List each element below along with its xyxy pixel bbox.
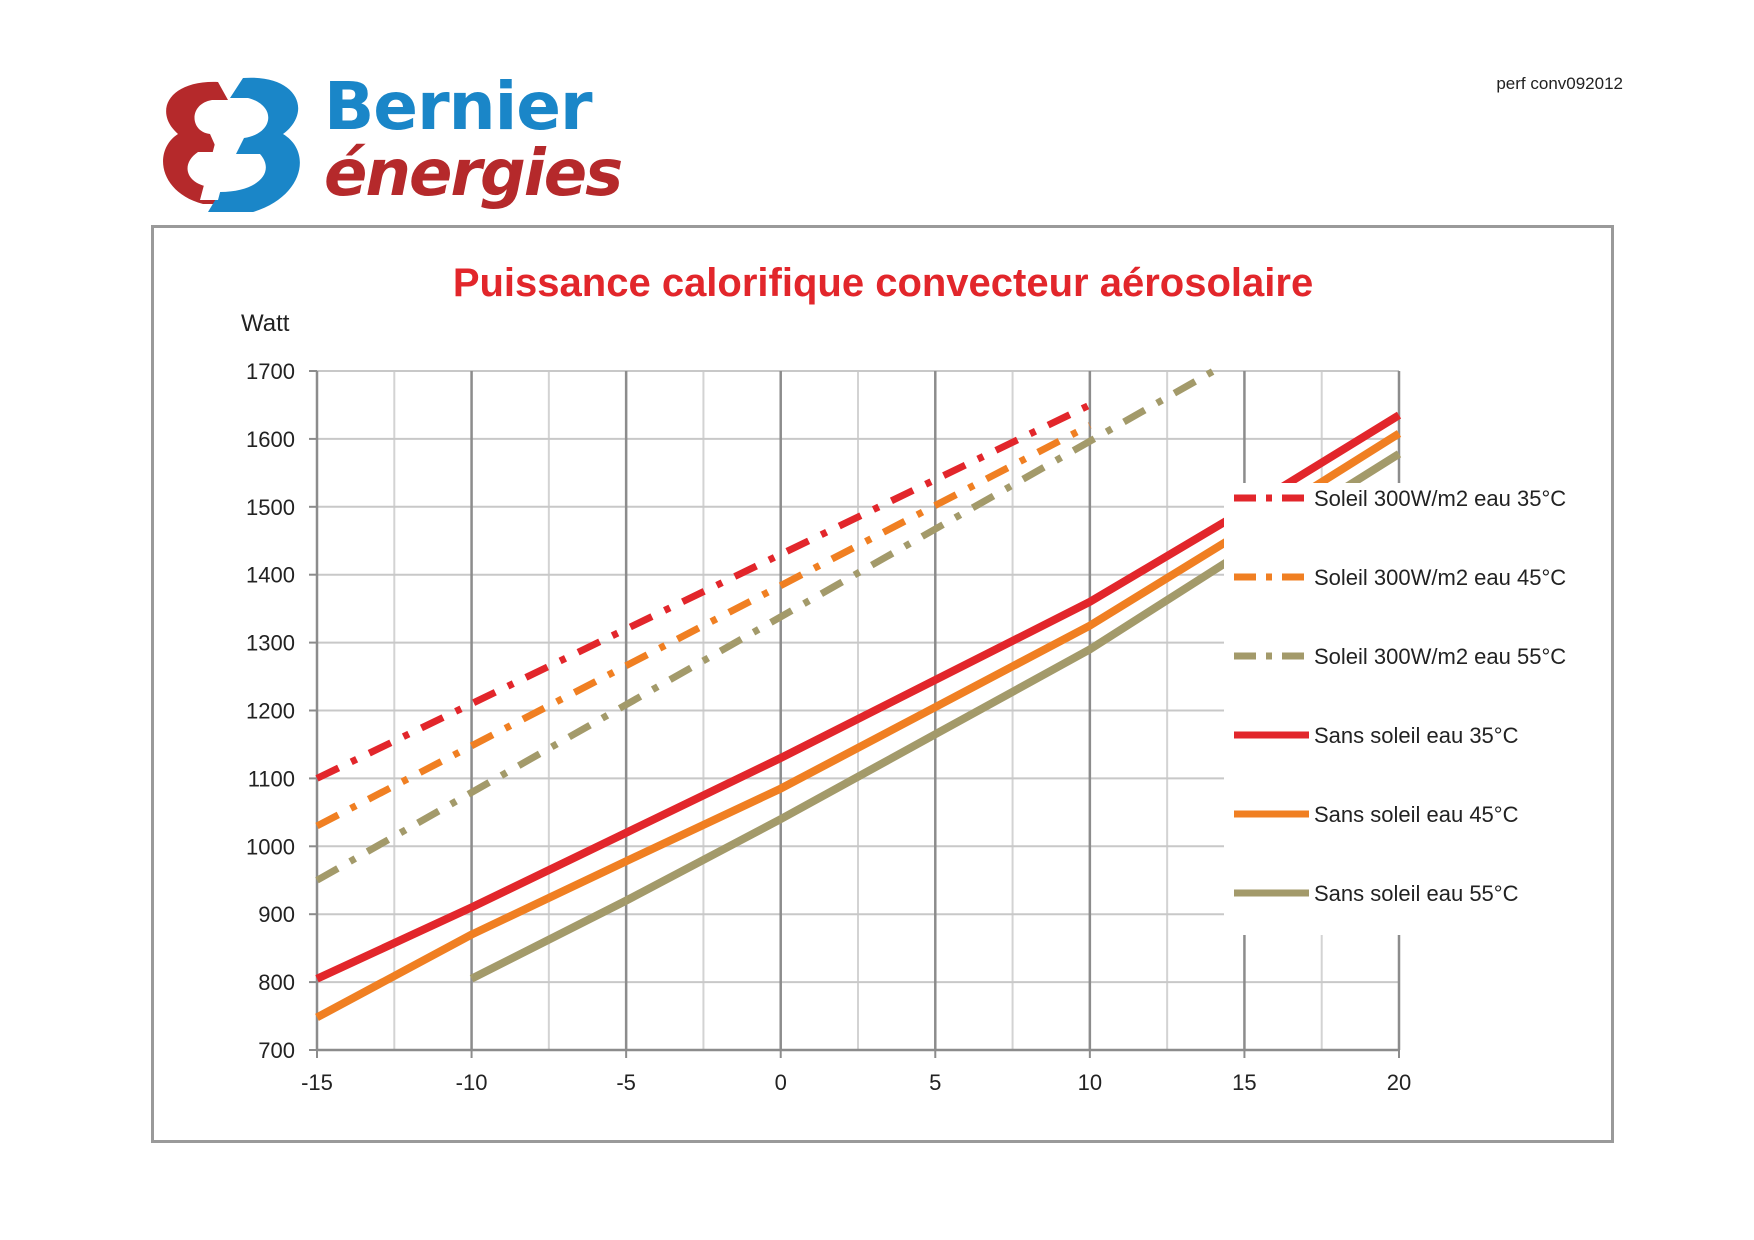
y-tick-label: 1500: [246, 495, 295, 520]
series-line-1: [315, 401, 1092, 782]
y-tick-label: 800: [258, 970, 295, 995]
legend-label-4: Sans soleil eau 35°C: [1314, 723, 1519, 748]
chart-frame: Puissance calorifique convecteur aérosol…: [151, 225, 1614, 1143]
x-tick-label: -5: [616, 1070, 636, 1095]
legend: Soleil 300W/m2 eau 35°C Soleil 300W/m2 ea…: [1234, 486, 1566, 906]
y-tick-label: 900: [258, 902, 295, 927]
x-tick-label: 20: [1387, 1070, 1411, 1095]
y-tick-labels: 700 800 900 1000 1100 1200 1300 1400 1500 1600 170…: [246, 359, 295, 1063]
company-logo: Bernier énergies: [148, 68, 623, 224]
y-axis-label: Watt: [241, 310, 290, 337]
y-tick-label: 700: [258, 1038, 295, 1063]
legend-label-5: Sans soleil eau 45°C: [1314, 802, 1519, 827]
reference-code: perf conv092012: [1496, 74, 1623, 93]
y-tick-label: 1300: [246, 631, 295, 656]
y-tick-label: 1100: [248, 766, 295, 791]
y-tick-label: 1000: [246, 834, 295, 859]
x-tick-label: 10: [1078, 1070, 1102, 1095]
legend-label-3: Soleil 300W/m2 eau 55°C: [1314, 644, 1566, 669]
legend-label-1: Soleil 300W/m2 eau 35°C: [1314, 486, 1566, 511]
legend-label-2: Soleil 300W/m2 eau 45°C: [1314, 565, 1566, 590]
logo-emblem-icon: [163, 77, 300, 212]
y-tick-label: 1600: [246, 427, 295, 452]
axes: [309, 370, 1400, 1058]
y-tick-label: 1700: [246, 359, 295, 384]
x-tick-label: 0: [775, 1070, 787, 1095]
chart-canvas: Puissance calorifique convecteur aérosol…: [241, 261, 1604, 1095]
x-tick-label: 5: [929, 1070, 941, 1095]
y-tick-label: 1400: [246, 563, 295, 588]
x-tick-label: -15: [301, 1070, 333, 1095]
legend-label-6: Sans soleil eau 55°C: [1314, 881, 1519, 906]
series-line-4: [315, 411, 1402, 983]
chart-title: Puissance calorifique convecteur aérosol…: [453, 261, 1313, 305]
x-tick-labels: -15 -10 -5 0 5 10 15 20: [301, 1070, 1411, 1095]
x-tick-label: -10: [456, 1070, 488, 1095]
series-line-5: [315, 430, 1402, 1021]
logo-text-bernier: Bernier: [324, 68, 593, 145]
x-tick-label: 15: [1232, 1070, 1256, 1095]
legend-background: [1224, 483, 1604, 935]
series-line-3: [315, 367, 1216, 884]
y-tick-label: 1200: [246, 699, 295, 724]
logo-text-energies: énergies: [324, 137, 623, 211]
